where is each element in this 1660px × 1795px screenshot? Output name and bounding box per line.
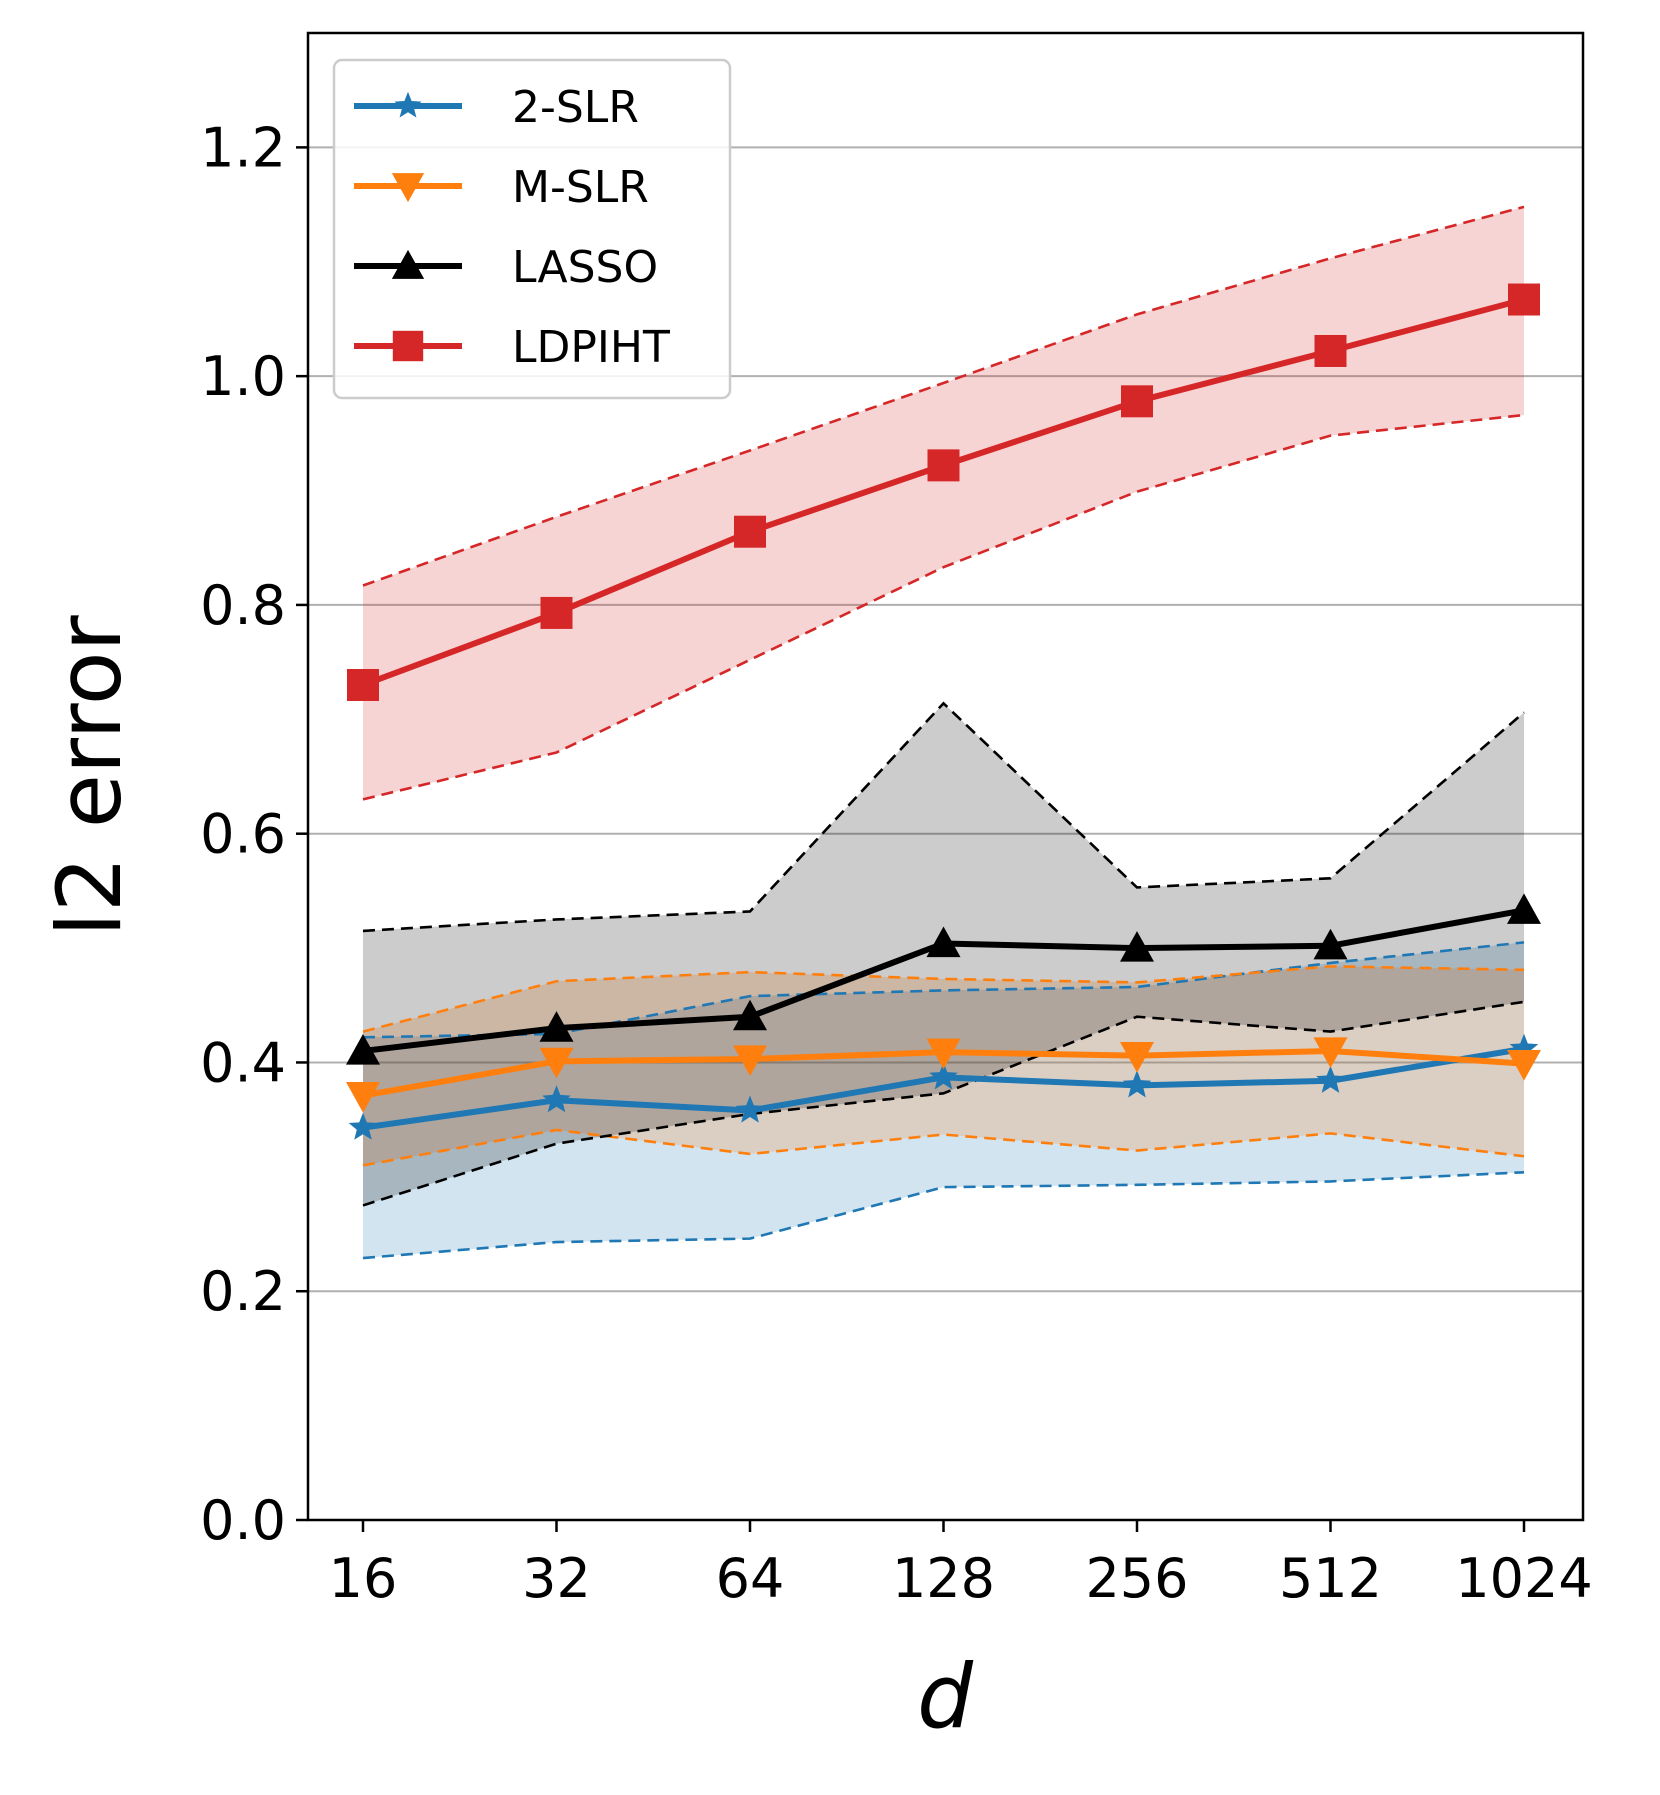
- y-tick-label: 1.2: [200, 116, 286, 179]
- upper-bound-line: [362, 205, 1525, 587]
- data-point: [734, 515, 766, 548]
- data-point: [1508, 283, 1540, 316]
- data-point: [347, 668, 379, 701]
- x-tick-label: 32: [522, 1547, 591, 1610]
- legend-label: M-SLR: [512, 162, 649, 213]
- data-point: [1507, 1050, 1541, 1081]
- plot-frame: [306, 31, 1585, 1522]
- legend-label: 2-SLR: [512, 82, 639, 133]
- data-point: [929, 1062, 958, 1090]
- legend-box: [332, 58, 732, 400]
- data-point: [1121, 385, 1153, 418]
- y-tick-label: 0.2: [200, 1260, 286, 1323]
- data-point: [735, 1095, 765, 1123]
- lower-bound-line: [362, 413, 1525, 801]
- y-tick-label: 0.8: [200, 574, 286, 637]
- lower-bound-line: [362, 1000, 1525, 1207]
- data-point: [394, 91, 422, 118]
- y-tick-label: 0.4: [200, 1031, 286, 1094]
- data-point: [1122, 1070, 1152, 1098]
- x-tick-label: 64: [716, 1547, 785, 1610]
- data-point: [733, 999, 767, 1031]
- upper-bound-line: [362, 701, 1525, 933]
- data-point: [1120, 931, 1154, 962]
- legend-label: LASSO: [512, 242, 658, 293]
- data-point: [1120, 1041, 1154, 1073]
- data-point: [1507, 893, 1541, 924]
- data-point: [542, 1085, 571, 1113]
- data-point: [1314, 334, 1347, 367]
- legend-entry: M-SLR: [354, 162, 649, 213]
- legend-entry: LASSO: [354, 242, 658, 293]
- legend-label: LDPIHT: [512, 322, 670, 373]
- x-tick-label: 256: [1085, 1547, 1188, 1610]
- x-tick-label: 512: [1279, 1547, 1382, 1610]
- lower-bound-line: [362, 1128, 1525, 1167]
- data-point: [926, 926, 961, 958]
- data-point: [348, 1112, 378, 1140]
- legend-entry: LDPIHT: [354, 322, 670, 373]
- y-tick-label: 0.0: [200, 1489, 286, 1552]
- y-axis-title: l2 error: [38, 614, 141, 936]
- x-tick-label: 16: [329, 1547, 398, 1610]
- data-point: [926, 1038, 961, 1070]
- x-tick-label: 1024: [1455, 1547, 1592, 1610]
- x-axis-title: d: [917, 1645, 974, 1748]
- data-point: [539, 1047, 574, 1079]
- data-point: [391, 173, 425, 203]
- data-point: [346, 1082, 380, 1113]
- upper-bound-line: [362, 965, 1525, 1033]
- data-point: [391, 249, 425, 279]
- data-point: [346, 1034, 380, 1065]
- legend: 2-SLR M-SLR LASSO LDPIHT: [332, 58, 732, 400]
- data-point: [540, 596, 573, 629]
- data-point: [1313, 928, 1348, 960]
- y-tick-label: 1.0: [200, 345, 286, 408]
- data-point: [392, 330, 424, 362]
- axis-ticks: 0.0 0.2 0.4 0.6 0.8 1.0 1.2 16 32 64 128 256 512 1024: [200, 116, 1593, 1610]
- data-point: [539, 1011, 574, 1042]
- data-point: [1313, 1037, 1348, 1069]
- x-tick-label: 128: [892, 1547, 995, 1610]
- data-point: [927, 449, 960, 482]
- y-tick-label: 0.6: [200, 803, 286, 866]
- confidence-band: [363, 206, 1524, 800]
- series-lines: [346, 283, 1541, 1140]
- data-point: [1509, 1033, 1539, 1061]
- lower-bound-line: [362, 1170, 1525, 1260]
- data-point: [1316, 1065, 1345, 1093]
- legend-entry: 2-SLR: [354, 82, 639, 133]
- data-point: [733, 1045, 767, 1077]
